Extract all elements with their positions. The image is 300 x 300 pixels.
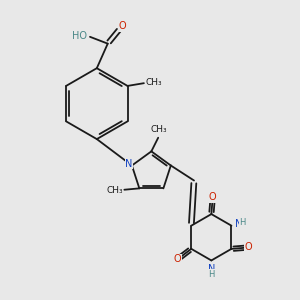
Text: O: O bbox=[209, 192, 217, 202]
Text: O: O bbox=[244, 242, 252, 253]
Text: O: O bbox=[118, 22, 126, 32]
Text: CH₃: CH₃ bbox=[145, 78, 162, 87]
Text: N: N bbox=[208, 264, 215, 274]
Text: CH₃: CH₃ bbox=[150, 125, 167, 134]
Text: N: N bbox=[235, 219, 242, 229]
Text: H: H bbox=[240, 218, 246, 227]
Text: H: H bbox=[208, 270, 214, 279]
Text: CH₃: CH₃ bbox=[106, 186, 123, 195]
Text: O: O bbox=[174, 254, 182, 264]
Text: HO: HO bbox=[72, 31, 87, 41]
Text: N: N bbox=[125, 159, 133, 169]
